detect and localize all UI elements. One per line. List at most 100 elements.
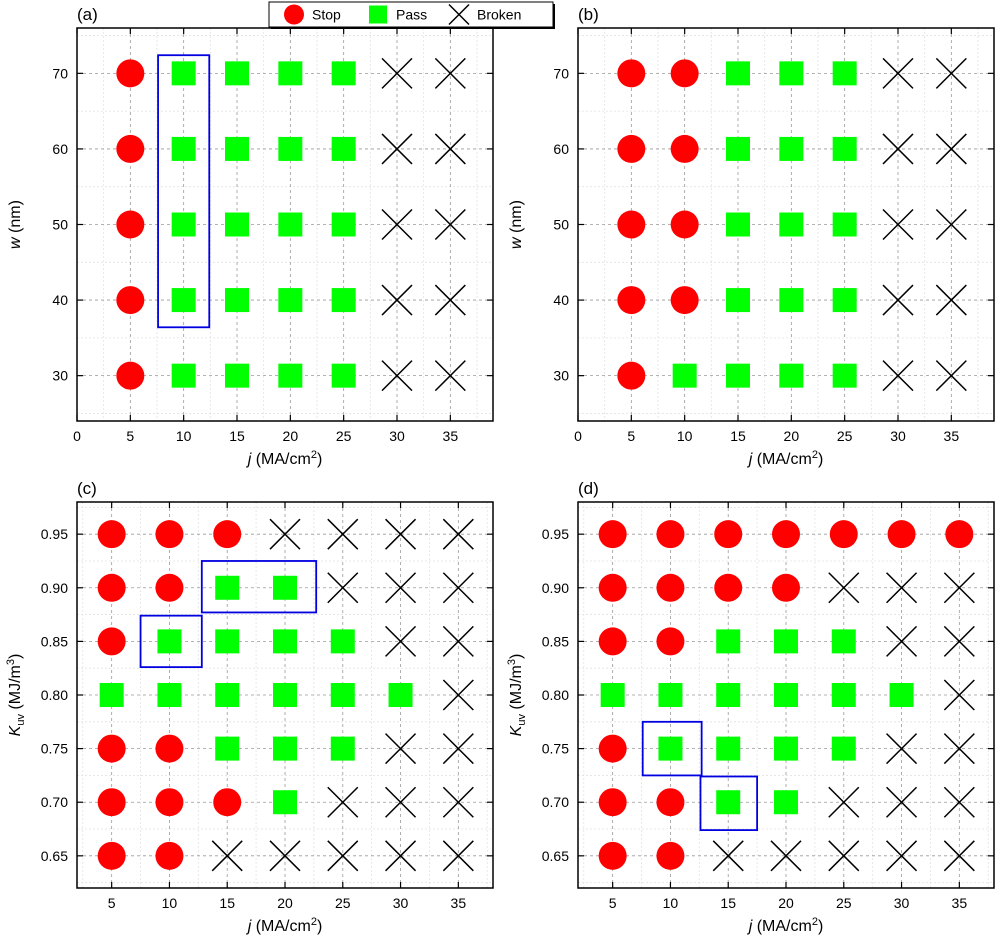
marker-stop xyxy=(155,788,184,817)
y-tick-label: 70 xyxy=(52,65,68,81)
x-tick-label: 10 xyxy=(677,428,693,444)
panel-label: (d) xyxy=(578,479,599,498)
marker-stop xyxy=(155,573,184,602)
marker-stop xyxy=(656,573,685,602)
marker-broken xyxy=(381,133,413,165)
x-tick-label: 25 xyxy=(335,895,351,911)
marker-pass xyxy=(726,363,750,388)
x-tick-label: 20 xyxy=(778,895,794,911)
y-tick-label: 0.75 xyxy=(542,741,569,757)
marker-pass xyxy=(330,629,355,654)
y-tick-label: 0.95 xyxy=(542,526,569,542)
x-tick-label: 35 xyxy=(451,895,467,911)
marker-pass xyxy=(832,363,857,388)
marker-broken xyxy=(770,840,802,872)
y-axis-label: w (nm) xyxy=(508,200,525,249)
x-tick-label: 25 xyxy=(336,428,352,444)
marker-stop xyxy=(116,210,145,239)
marker-broken xyxy=(935,284,967,316)
marker-pass xyxy=(278,363,303,388)
marker-broken xyxy=(327,572,359,604)
marker-stop xyxy=(97,788,126,817)
marker-pass xyxy=(831,629,856,654)
marker-broken xyxy=(327,786,359,818)
x-tick-label: 0 xyxy=(574,428,582,444)
panel-b: 0 5 10 15 20 25 30 35 30 40 50 60 70 j (MA/cm2) w (nm)… xyxy=(508,5,995,468)
marker-stop xyxy=(116,59,145,88)
marker-broken xyxy=(886,733,918,765)
marker-broken xyxy=(385,733,417,765)
y-tick-label: 0.90 xyxy=(41,580,68,596)
marker-broken xyxy=(269,518,301,550)
x-tick-label: 5 xyxy=(627,428,635,444)
y-tick-label: 0.95 xyxy=(41,526,68,542)
marker-pass xyxy=(889,683,914,707)
marker-pass xyxy=(273,683,297,707)
marker-pass xyxy=(331,288,356,313)
marker-stop xyxy=(656,520,685,549)
marker-broken xyxy=(886,840,918,872)
marker-stop xyxy=(97,627,126,656)
marker-broken xyxy=(211,840,243,872)
y-tick-label: 40 xyxy=(553,292,569,308)
marker-pass xyxy=(225,288,249,313)
marker-broken xyxy=(434,57,466,89)
y-tick-label: 40 xyxy=(52,292,68,308)
marker-pass xyxy=(225,212,249,237)
marker-pass xyxy=(726,212,750,237)
marker-broken xyxy=(385,840,417,872)
marker-broken xyxy=(442,679,474,711)
marker-stop xyxy=(116,286,145,315)
marker-pass xyxy=(726,288,750,313)
marker-broken xyxy=(943,786,975,818)
x-tick-label: 30 xyxy=(393,895,409,911)
marker-pass xyxy=(672,363,697,388)
marker-pass xyxy=(331,136,356,161)
marker-pass xyxy=(658,683,683,707)
marker-broken xyxy=(943,625,975,657)
marker-pass xyxy=(273,736,297,761)
marker-pass xyxy=(774,683,798,707)
x-tick-label: 25 xyxy=(836,895,852,911)
marker-pass xyxy=(225,363,249,388)
x-tick-label: 35 xyxy=(952,895,968,911)
y-axis-label: w (nm) xyxy=(7,200,24,249)
y-tick-label: 0.85 xyxy=(542,633,569,649)
marker-pass xyxy=(716,736,741,761)
marker-stop xyxy=(656,841,685,870)
marker-broken xyxy=(385,786,417,818)
y-tick-label: 70 xyxy=(553,65,569,81)
marker-pass xyxy=(716,683,741,707)
marker-stop xyxy=(116,134,145,163)
marker-stop xyxy=(656,627,685,656)
x-tick-label: 20 xyxy=(283,428,299,444)
marker-stop xyxy=(213,520,242,549)
marker-pass xyxy=(171,288,196,313)
marker-broken xyxy=(442,733,474,765)
legend-box xyxy=(268,1,554,28)
marker-broken xyxy=(886,786,918,818)
marker-pass xyxy=(278,288,303,313)
x-axis-label: j (MA/cm2) xyxy=(747,449,824,468)
x-tick-label: 10 xyxy=(162,895,178,911)
marker-pass xyxy=(331,363,356,388)
panel-a: 0 5 10 15 20 25 30 35 30 40 50 60 70 j (MA/cm2) w (nm)… xyxy=(7,5,494,468)
marker-stop xyxy=(887,520,916,549)
marker-pass xyxy=(831,736,856,761)
marker-pass xyxy=(779,136,804,161)
highlight-box xyxy=(641,720,703,777)
panel-label: (c) xyxy=(77,479,97,498)
y-tick-label: 30 xyxy=(553,368,569,384)
marker-pass xyxy=(716,790,741,815)
x-axis-label: j (MA/cm2) xyxy=(246,449,323,468)
x-tick-label: 30 xyxy=(389,428,405,444)
marker-broken xyxy=(935,57,967,89)
panel-label: (b) xyxy=(578,5,599,24)
marker-pass xyxy=(832,136,857,161)
highlight-box xyxy=(200,560,318,614)
marker-broken xyxy=(882,133,914,165)
y-tick-label: 0.70 xyxy=(542,794,569,810)
x-tick-label: 15 xyxy=(219,895,235,911)
marker-stop xyxy=(116,361,145,390)
marker-broken xyxy=(434,208,466,241)
